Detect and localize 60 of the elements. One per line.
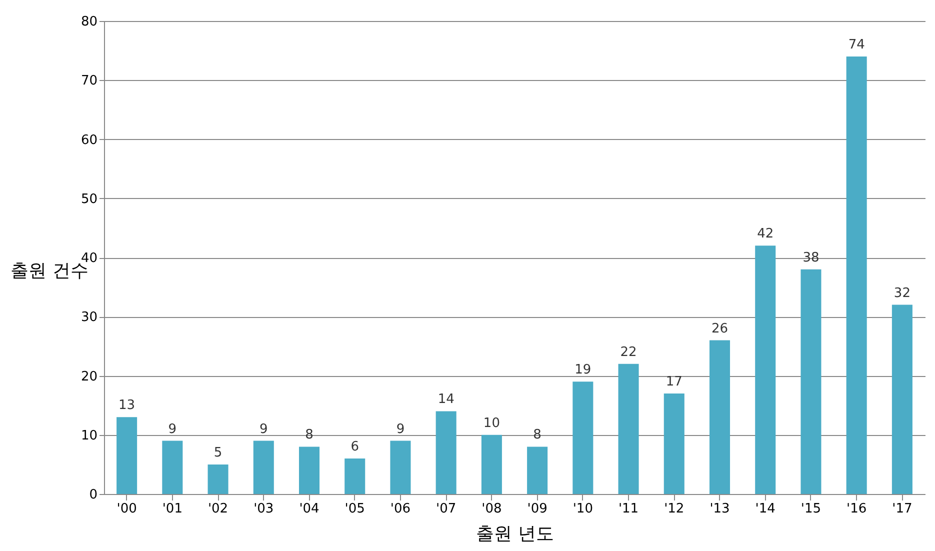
bar xyxy=(846,56,867,494)
x-tick-label: '05 xyxy=(344,502,365,516)
data-label: 42 xyxy=(757,226,774,242)
y-tick-label: 0 xyxy=(89,488,98,502)
x-tick-label: '09 xyxy=(527,502,548,516)
data-label: 32 xyxy=(894,286,910,301)
bar xyxy=(481,434,502,494)
x-tick-label: '02 xyxy=(208,502,228,516)
y-tick-label: 60 xyxy=(80,132,98,148)
bar xyxy=(253,440,274,494)
bar xyxy=(755,246,776,494)
x-tick-label: '14 xyxy=(755,502,776,516)
data-label: 74 xyxy=(848,37,865,52)
x-tick-label: '12 xyxy=(664,502,684,516)
data-label: 9 xyxy=(260,422,268,437)
y-tick-label: 10 xyxy=(80,428,98,444)
data-label: 22 xyxy=(620,344,637,360)
x-tick-label: '13 xyxy=(710,502,730,516)
data-label: 14 xyxy=(438,392,454,408)
bar xyxy=(618,364,639,494)
y-tick-label: 70 xyxy=(80,74,98,89)
data-label: 9 xyxy=(168,422,177,437)
y-tick-label: 30 xyxy=(80,310,98,326)
x-tick-label: '00 xyxy=(116,502,137,516)
bar xyxy=(892,304,912,494)
x-tick-label: '07 xyxy=(436,502,456,516)
data-label: 13 xyxy=(118,398,136,414)
bar xyxy=(390,440,411,494)
y-tick-label: 50 xyxy=(80,192,98,207)
data-label: 17 xyxy=(666,374,682,390)
data-label: 10 xyxy=(483,416,500,431)
x-tick-label: '11 xyxy=(618,502,639,516)
bar xyxy=(116,417,138,494)
x-tick-label: '08 xyxy=(482,502,502,516)
data-label: 9 xyxy=(396,422,405,437)
x-tick-label: '03 xyxy=(254,502,274,516)
x-axis-title: 출원 년도 xyxy=(476,524,554,544)
data-label: 19 xyxy=(574,362,592,378)
bar xyxy=(344,458,366,494)
bar xyxy=(298,446,320,494)
x-tick-label: '04 xyxy=(299,502,320,516)
x-tick-label: '01 xyxy=(162,502,182,516)
bar xyxy=(800,269,822,494)
bar xyxy=(572,382,594,494)
bar xyxy=(709,340,730,494)
y-tick-label: 20 xyxy=(80,369,98,384)
data-label: 26 xyxy=(711,321,728,336)
x-tick-label: '17 xyxy=(892,502,912,516)
bar xyxy=(436,411,456,494)
data-label: 6 xyxy=(350,440,359,455)
data-label: 5 xyxy=(214,445,222,460)
bar xyxy=(664,393,684,494)
x-tick-label: '06 xyxy=(390,502,411,516)
bar xyxy=(527,446,548,494)
y-tick-label: 80 xyxy=(80,14,98,30)
x-tick-label: '16 xyxy=(846,502,867,516)
x-tick-label: '15 xyxy=(800,502,822,516)
x-tick-label: '10 xyxy=(572,502,593,516)
bar xyxy=(208,464,228,494)
bar xyxy=(162,440,183,494)
